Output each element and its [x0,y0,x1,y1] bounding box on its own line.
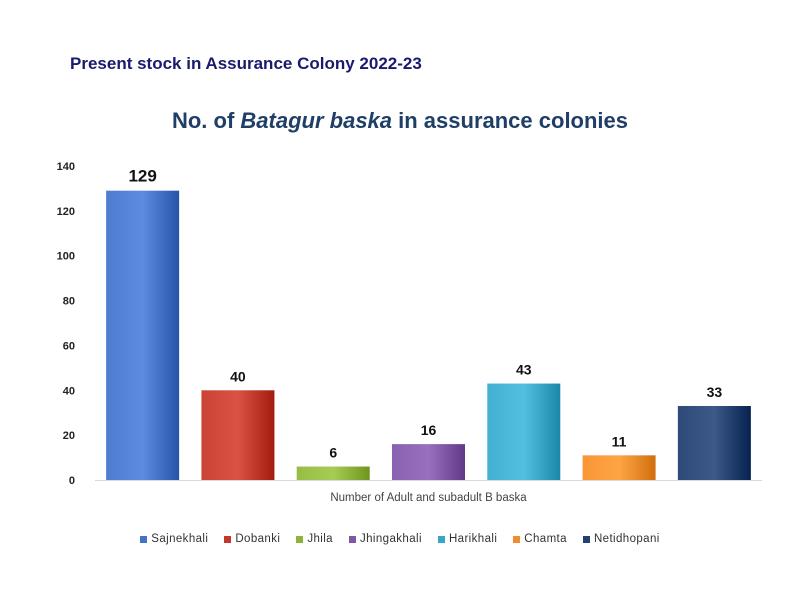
legend-item-harikhali: Harikhali [437,533,498,545]
legend: Sajnekhali Dobanki Jhila Jhingakhali Harikha… [0,533,800,545]
legend-swatch [437,535,445,543]
legend-label: Harikhali [448,533,498,545]
y-tick-label: 20 [63,430,75,442]
legend-item-jhingakhali: Jhingakhali [348,533,422,545]
chart-title-italic: Batagur baska [240,108,393,133]
chart-title: No. of Batagur baska in assurance coloni… [0,108,800,134]
bar-jhila [296,466,370,480]
data-label: 11 [612,433,627,449]
legend-item-netidhopani: Netidhopani [582,533,660,545]
data-label: 40 [230,368,246,384]
y-axis: 0 20 40 60 80 100 120 140 [57,161,75,487]
data-label: 33 [707,384,723,400]
bars [106,190,751,480]
legend-swatch [140,535,148,543]
x-axis-label: Number of Adult and subadult B baska [330,492,527,504]
legend-item-sajnekhali: Sajnekhali [140,533,208,545]
bar-harikhali [487,383,561,480]
legend-item-chamta: Chamta [513,533,567,545]
y-tick-label: 60 [63,340,75,352]
page-header: Present stock in Assurance Colony 2022-2… [70,54,422,73]
bar-chamta [582,455,656,480]
bar-sajnekhali [106,190,180,480]
data-label: 129 [128,167,156,186]
chart-title-suffix: in assurance colonies [392,108,629,133]
legend-swatch [513,535,521,543]
bar-netidhopani [677,405,751,480]
y-tick-label: 140 [57,161,75,173]
legend-item-dobanki: Dobanki [224,533,280,545]
y-tick-label: 100 [57,251,75,263]
legend-label: Chamta [524,533,567,545]
legend-label: Netidhopani [593,533,660,545]
legend-label: Dobanki [235,533,281,545]
y-tick-label: 40 [63,385,75,397]
y-tick-label: 0 [69,475,75,487]
legend-swatch [582,535,590,543]
y-tick-label: 120 [57,206,75,218]
legend-swatch [224,535,232,543]
data-label: 6 [329,445,337,461]
legend-label: Jhingakhali [359,533,422,545]
chart-title-prefix: No. of [171,108,241,133]
legend-label: Jhila [307,533,333,545]
data-labels: 129 40 6 16 43 11 33 [128,167,722,461]
legend-swatch [296,535,304,543]
y-tick-label: 80 [63,296,75,308]
legend-swatch [348,535,356,543]
bar-jhingakhali [392,444,465,480]
data-label: 43 [516,362,532,378]
legend-label: Sajnekhali [151,533,209,545]
legend-item-jhila: Jhila [296,533,333,545]
bar-dobanki [201,390,275,480]
data-label: 16 [421,422,437,438]
